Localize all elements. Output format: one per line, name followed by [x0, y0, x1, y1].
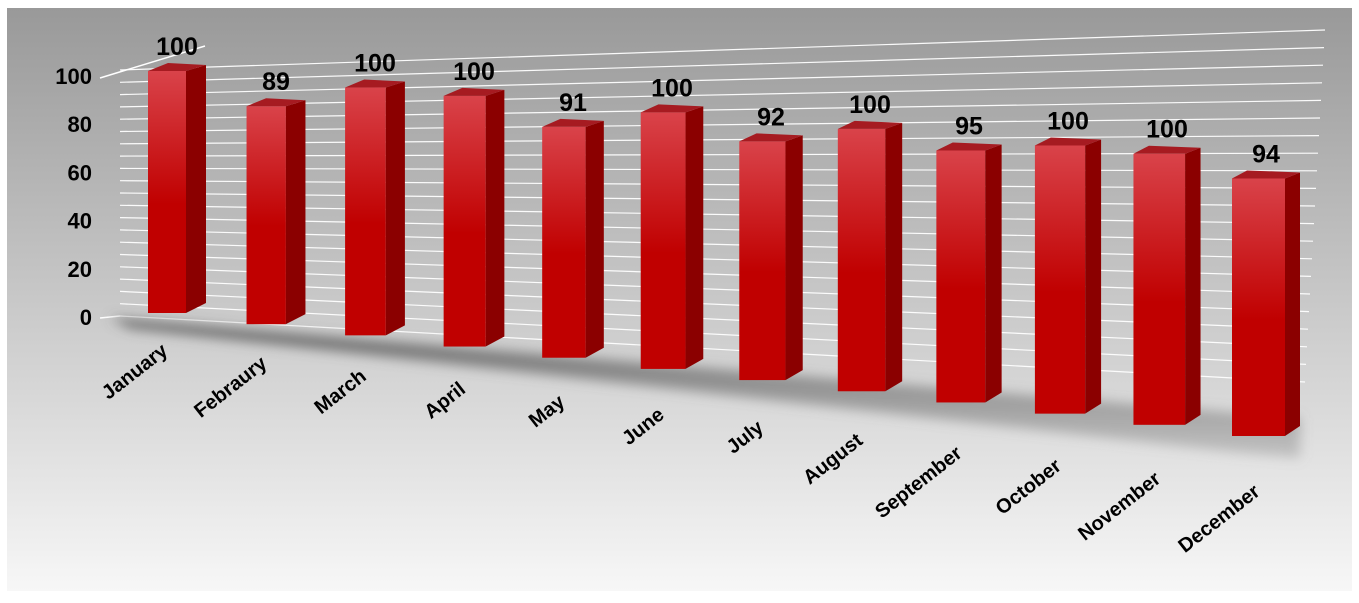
bar-top — [148, 63, 206, 71]
bar-side — [585, 120, 604, 358]
gridline — [99, 315, 121, 319]
y-axis-ticks: 0 20 40 60 80 100 — [55, 64, 92, 330]
gridlines — [99, 29, 1326, 383]
gridline — [119, 117, 1321, 133]
gridline — [119, 152, 1319, 157]
gridline — [119, 99, 1322, 120]
bar-top — [936, 142, 1002, 151]
gridline — [119, 82, 1323, 108]
gridline — [119, 180, 1317, 189]
bar-top — [1232, 170, 1300, 179]
gridline — [119, 29, 1326, 71]
bar-top — [739, 133, 803, 142]
data-label: 91 — [559, 89, 587, 117]
gridline — [119, 167, 1318, 172]
floor-shadow — [110, 318, 1300, 458]
y-tick-label: 100 — [55, 64, 92, 89]
data-label: 100 — [354, 50, 396, 78]
bar — [148, 71, 186, 313]
data-label: 100 — [453, 58, 495, 86]
bar — [443, 95, 486, 347]
bar — [246, 106, 286, 325]
gridline — [119, 266, 1310, 313]
bar — [936, 150, 986, 403]
y-tick-label: 40 — [68, 209, 92, 234]
gridline — [119, 241, 1312, 277]
bar — [1034, 145, 1086, 414]
data-label: 100 — [651, 74, 693, 102]
data-label: 95 — [955, 112, 983, 140]
bar-side — [186, 65, 206, 313]
bar-side — [685, 106, 704, 369]
bar-side — [785, 135, 803, 381]
data-label: 92 — [757, 103, 785, 131]
data-label: 100 — [156, 33, 198, 61]
y-tick-label: 0 — [80, 305, 92, 330]
gridline — [119, 315, 1306, 383]
gridline — [119, 64, 1324, 96]
y-tick-label: 80 — [68, 112, 92, 137]
bar-side — [285, 100, 306, 325]
bar-side — [1185, 147, 1201, 425]
gridline — [119, 217, 1314, 242]
bar-top — [837, 120, 903, 129]
gridline — [119, 192, 1316, 207]
data-labels: 100 89 100 100 91 100 92 100 95 100 100 94 — [156, 33, 1280, 168]
bar-side — [1085, 139, 1102, 414]
bar-top — [1034, 137, 1102, 146]
data-label: 100 — [849, 91, 891, 119]
gridline — [119, 278, 1309, 330]
data-label: 89 — [262, 68, 290, 96]
y-tick-label: 20 — [68, 257, 92, 282]
data-label: 100 — [1146, 116, 1188, 144]
bar — [837, 128, 886, 392]
gridline — [119, 47, 1325, 83]
bar-side — [485, 89, 505, 347]
bar-top — [640, 104, 704, 113]
bar-top — [1133, 145, 1201, 154]
y-tick-label: 60 — [68, 160, 92, 185]
bar — [739, 141, 786, 381]
data-label: 94 — [1252, 140, 1280, 168]
gridline — [119, 303, 1307, 365]
bar-side — [1285, 172, 1300, 436]
bar — [1232, 178, 1285, 436]
data-label: 100 — [1047, 107, 1089, 135]
gridline — [119, 229, 1313, 260]
bar-top — [246, 98, 306, 107]
gridline — [99, 45, 206, 79]
gridline — [119, 135, 1320, 145]
bar — [345, 87, 386, 336]
bar-top — [542, 118, 604, 127]
bars — [148, 63, 1300, 436]
gridline — [119, 204, 1315, 225]
bar-side — [885, 122, 903, 392]
gridline — [119, 290, 1308, 348]
bar — [1133, 153, 1186, 425]
bar-side — [385, 81, 405, 336]
bar — [640, 112, 686, 369]
bar-top — [345, 79, 405, 88]
bar-side — [985, 144, 1002, 403]
gridline — [119, 253, 1311, 295]
bar-top — [443, 87, 505, 96]
bar — [542, 126, 586, 358]
floor — [110, 318, 1300, 458]
